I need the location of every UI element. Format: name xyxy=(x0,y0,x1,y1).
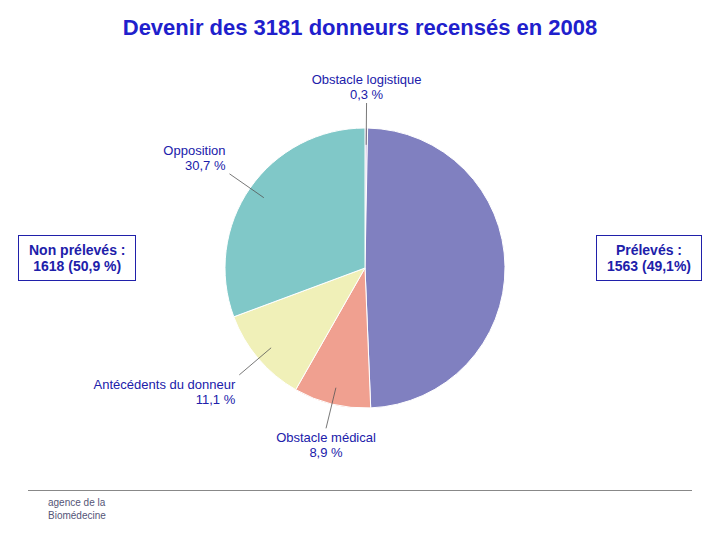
svg-text:0,3 %: 0,3 % xyxy=(350,87,384,102)
html-text:Devenir des 3181 donneurs rece: Devenir des 3181 donneurs recensés en 20… xyxy=(122,15,598,40)
svg-text:Obstacle médical: Obstacle médical xyxy=(276,430,376,445)
svg-text:Opposition: Opposition xyxy=(163,143,225,158)
svg-text:Antécédents du donneur: Antécédents du donneur xyxy=(94,377,236,392)
svg-text:11,1 %: 11,1 % xyxy=(196,392,236,407)
svg-text:Obstacle logistique: Obstacle logistique xyxy=(312,72,422,87)
html-text:Prélevés : 1563 (49,1%): Prélevés : 1563 (49,1%) xyxy=(606,242,691,274)
svg-text:30,7 %: 30,7 % xyxy=(185,158,226,173)
svg-text:8,9 %: 8,9 % xyxy=(309,445,343,460)
html-text:agence de la Biomédecine: agence de la Biomédecine xyxy=(48,497,106,521)
html-text:Non prélevés : 1618 (50,9 %): Non prélevés : 1618 (50,9 %) xyxy=(29,242,126,274)
